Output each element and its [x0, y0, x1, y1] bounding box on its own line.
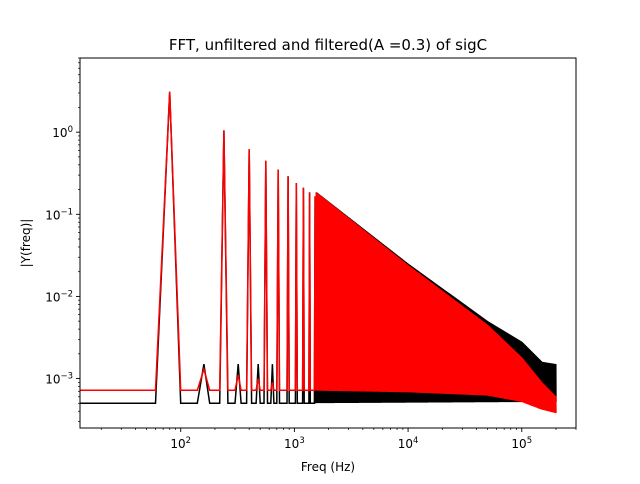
y-tick-label: 100 [52, 125, 73, 140]
y-tick-label: 10−2 [45, 289, 73, 304]
plot-frame [79, 57, 577, 429]
x-tick-label: 103 [284, 436, 305, 451]
x-tick-label: 102 [170, 436, 191, 451]
x-tick-label: 104 [398, 436, 419, 451]
x-axis-label: Freq (Hz) [301, 460, 355, 474]
y-tick-label: 10−3 [45, 372, 73, 387]
y-tick-label: 10−1 [45, 207, 73, 222]
chart-title: FFT, unfiltered and filtered(A =0.3) of … [169, 36, 487, 54]
series-filtered [80, 91, 557, 414]
x-tick-label: 105 [511, 436, 532, 451]
axis-layer: 102 103 104 105 10−3 10−2 10−1 100 [45, 57, 577, 451]
series-layer [80, 91, 557, 414]
y-axis-label: |Y(freq)| [19, 219, 33, 268]
series-line [80, 91, 557, 414]
